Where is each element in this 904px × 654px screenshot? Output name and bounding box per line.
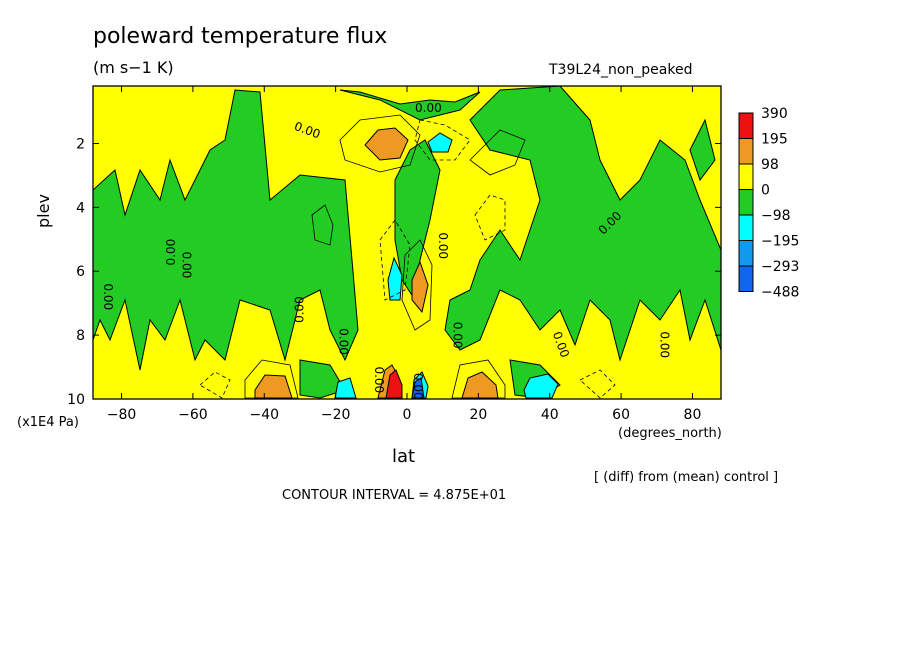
contour-value-label: 0.00	[436, 232, 450, 259]
y-tick-label: 4	[76, 200, 85, 216]
region-midlevel-center	[394, 139, 441, 302]
legend-swatch	[738, 214, 754, 241]
legend-label: −293	[761, 259, 799, 275]
region-surface-sh-cyan	[334, 377, 357, 399]
contour-value-label: 0.00	[292, 296, 306, 323]
contour-value-label: 0.00	[415, 101, 442, 115]
x-tick-label: −20	[321, 407, 351, 423]
contour-value-label: 0.00	[336, 328, 350, 355]
region-surface-nh-cyan	[523, 373, 559, 399]
y-tick-label: 10	[67, 392, 85, 408]
legend-label: 195	[761, 132, 788, 148]
region-midlevel-orange	[411, 260, 429, 314]
region-near-surface-sh	[299, 359, 346, 399]
chart-title: poleward temperature flux	[93, 24, 388, 49]
contour-value-label: 0.00	[411, 373, 425, 400]
strong-positive-regions	[385, 369, 403, 399]
color-legend: 390 195 98 0 −98 −195 −293 −488	[738, 106, 799, 301]
dashed-contours	[199, 119, 616, 399]
contour-value-label: 0.00	[164, 239, 178, 266]
x-tick-label: 60	[612, 407, 630, 423]
y-axis-ticks: 2 4 6 8 10	[67, 136, 721, 408]
region-surface-blue	[411, 377, 425, 399]
x-axis-label: lat	[392, 446, 416, 467]
region-midlevel-cyan	[387, 256, 403, 301]
legend-label: −195	[761, 234, 799, 250]
diff-note: [ (diff) from (mean) control ]	[594, 470, 779, 485]
x-tick-label: 40	[541, 407, 559, 423]
x-tick-label: −40	[249, 407, 279, 423]
region-surface-red	[385, 369, 403, 399]
legend-swatch	[738, 240, 754, 267]
chart-units: (m s−1 K)	[93, 58, 174, 77]
x-unit-note: (degrees_north)	[618, 426, 722, 441]
legend-label: 0	[761, 183, 770, 199]
region-upper-cyan	[427, 132, 453, 153]
region-sh-high-lat	[93, 89, 359, 371]
region-upper-orange	[364, 127, 409, 161]
contour-value-label: 0.00	[657, 331, 671, 358]
y-tick-label: 8	[76, 328, 85, 344]
legend-swatch	[738, 112, 754, 139]
contour-value-label: 0.00	[372, 366, 386, 393]
legend-label: −98	[761, 208, 791, 224]
region-surface-sh-orange	[254, 374, 293, 399]
contour-value-label: 0.00	[101, 283, 115, 310]
region-upper-center	[339, 89, 481, 121]
legend-label: −488	[761, 285, 799, 301]
contour-interval: CONTOUR INTERVAL = 4.875E+01	[282, 488, 507, 503]
y-tick-label: 2	[76, 136, 85, 152]
positive-contours	[244, 114, 526, 399]
plot-area	[93, 86, 721, 399]
run-label: T39L24_non_peaked	[549, 62, 693, 78]
region-far-right	[689, 118, 716, 182]
contour-value-label: 0.00	[450, 322, 464, 349]
x-tick-label: 80	[684, 407, 702, 423]
contour-value-label: 0.00	[179, 251, 193, 278]
x-tick-label: −80	[107, 407, 137, 423]
y-tick-label: 6	[76, 264, 85, 280]
legend-label: 98	[761, 157, 779, 173]
region-nh-high-lat	[444, 86, 721, 362]
x-tick-label: 0	[403, 407, 412, 423]
y-unit-note: (x1E4 Pa)	[17, 415, 79, 430]
legend-label: 390	[761, 106, 788, 122]
legend-swatch	[738, 163, 754, 190]
x-tick-label: 20	[469, 407, 487, 423]
legend-swatch	[738, 265, 754, 292]
legend-swatch	[738, 189, 754, 216]
strong-negative-regions	[411, 377, 425, 399]
x-tick-label: −60	[178, 407, 208, 423]
x-axis-ticks: −80 −60 −40 −20 0 20 40 60 80	[107, 86, 702, 423]
legend-swatch	[738, 138, 754, 165]
